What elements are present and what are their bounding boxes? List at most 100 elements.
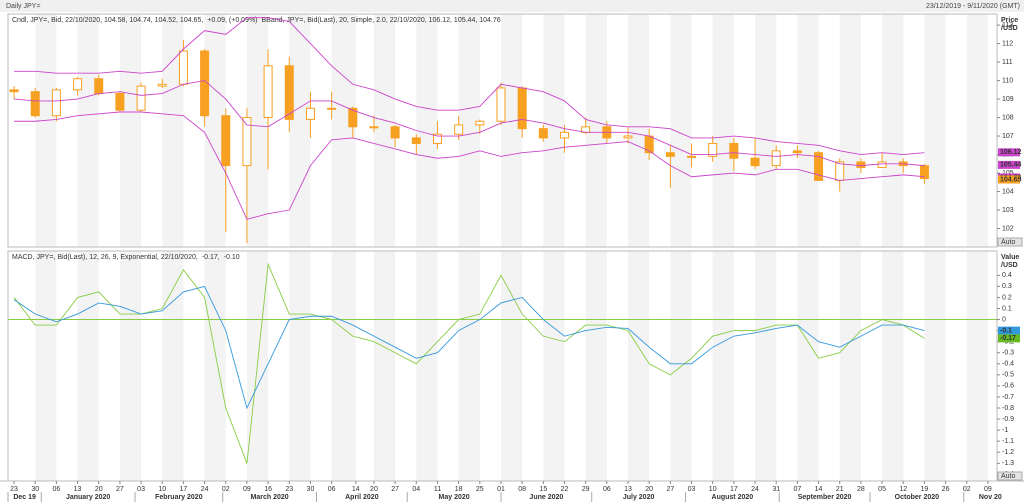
week-stripe — [924, 251, 946, 481]
y-tick-label: 0.4 — [1002, 272, 1012, 279]
candle-body — [560, 131, 570, 139]
x-tick-label: 17 — [180, 486, 188, 493]
month-label: August 2020 — [712, 494, 754, 501]
y-tick-label: -0.3 — [1002, 350, 1014, 357]
week-stripe — [77, 251, 99, 481]
auto-button-label[interactable]: Auto — [1001, 239, 1016, 246]
bollinger-band — [14, 17, 925, 155]
x-tick-label: 27 — [666, 486, 674, 493]
legend-text: MACD, JPY=, Bid(Last), 12, 26, 9, Expone… — [12, 254, 198, 261]
week-stripe — [882, 251, 904, 481]
legend-text: -0.17, — [202, 254, 220, 261]
week-stripe — [585, 251, 607, 481]
candle-body — [623, 135, 633, 139]
week-stripe — [712, 14, 734, 247]
week-stripe — [755, 251, 777, 481]
y-tick-label: -0.4 — [1002, 361, 1014, 368]
candle-body — [665, 152, 675, 157]
macd-line — [13, 285, 925, 410]
y-axis-label: /USD — [1001, 262, 1018, 269]
week-stripe — [797, 251, 819, 481]
week-stripe — [289, 14, 311, 247]
month-label: June 2020 — [529, 494, 563, 501]
month-label: April 2020 — [345, 494, 379, 501]
y-tick-label: 105 — [1002, 170, 1014, 177]
candle-body — [263, 65, 273, 119]
y-tick-label: -0.7 — [1002, 394, 1014, 401]
candle-body — [284, 65, 294, 120]
x-tick-label: 27 — [391, 486, 399, 493]
y-tick-label: 107 — [1002, 133, 1014, 140]
week-stripe — [119, 251, 142, 481]
week-stripe — [373, 251, 396, 481]
x-tick-label: 30 — [31, 486, 39, 493]
last-value-badge — [998, 326, 1020, 335]
candle-body — [792, 150, 802, 154]
x-tick-label: 15 — [539, 486, 547, 493]
week-stripe — [670, 14, 692, 247]
x-tick-label: 24 — [201, 486, 209, 493]
week-stripe — [162, 14, 184, 247]
candle-body — [136, 85, 146, 111]
x-tick-label: 20 — [95, 486, 103, 493]
candle-body — [178, 50, 188, 85]
x-tick-label: 28 — [857, 486, 865, 493]
month-label: Nov 20 — [979, 494, 1002, 501]
x-tick-label: 29 — [582, 486, 590, 493]
last-value-label: 105.44 — [1000, 162, 1022, 169]
auto-button[interactable] — [997, 237, 1023, 247]
auto-button[interactable] — [997, 471, 1023, 481]
last-value-badge — [998, 334, 1020, 343]
y-tick-label: 102 — [1002, 225, 1014, 232]
y-tick-label: 104 — [1002, 188, 1014, 195]
auto-button-label[interactable]: Auto — [1001, 473, 1016, 480]
candle-body — [221, 115, 231, 167]
y-tick-label: 108 — [1002, 114, 1014, 121]
week-stripe — [204, 251, 226, 481]
week-stripe — [77, 14, 99, 247]
candle-body — [771, 150, 781, 167]
x-tick-label: 30 — [307, 486, 315, 493]
x-tick-label: 06 — [52, 486, 60, 493]
price-panel — [7, 13, 998, 248]
legend-text: -0.10 — [224, 254, 240, 261]
macd-line — [13, 262, 925, 464]
candle-body — [157, 83, 167, 87]
y-tick-label: -0.6 — [1002, 383, 1014, 390]
legend-text: Cndl, JPY=, Bid, 22/10/2020, 104.58, 104… — [12, 17, 203, 24]
candle-body — [644, 135, 654, 154]
x-tick-label: 25 — [476, 486, 484, 493]
candle-body — [496, 87, 506, 122]
week-stripe — [35, 14, 57, 247]
x-tick-label: 23 — [285, 486, 293, 493]
x-tick-label: 27 — [116, 486, 124, 493]
week-stripe — [585, 14, 607, 247]
week-stripe — [416, 251, 438, 481]
legend-text: +0.09, (+0.09%) — [207, 17, 257, 24]
x-tick-label: 09 — [984, 486, 992, 493]
x-tick-label: 22 — [561, 486, 569, 493]
candle-body — [687, 155, 697, 158]
x-tick-label: 14 — [352, 486, 360, 493]
week-stripe — [373, 14, 396, 247]
week-stripe — [331, 251, 356, 481]
x-tick-label: 08 — [518, 486, 526, 493]
x-tick-label: 13 — [624, 486, 632, 493]
x-tick-label: 26 — [942, 486, 950, 493]
week-stripe — [331, 14, 356, 247]
week-stripe — [628, 251, 650, 481]
x-tick-label: 10 — [709, 486, 717, 493]
week-stripe — [966, 251, 988, 481]
y-tick-label: 0.1 — [1002, 305, 1012, 312]
x-tick-label: 23 — [10, 486, 18, 493]
week-stripe — [458, 251, 480, 481]
month-label: July 2020 — [623, 494, 655, 501]
bollinger-band — [14, 80, 925, 167]
week-stripe — [204, 14, 226, 247]
x-tick-label: 18 — [455, 486, 463, 493]
y-tick-label: 103 — [1002, 207, 1014, 214]
x-tick-label: 05 — [878, 486, 886, 493]
week-stripe — [246, 14, 269, 247]
candle-body — [348, 107, 358, 128]
